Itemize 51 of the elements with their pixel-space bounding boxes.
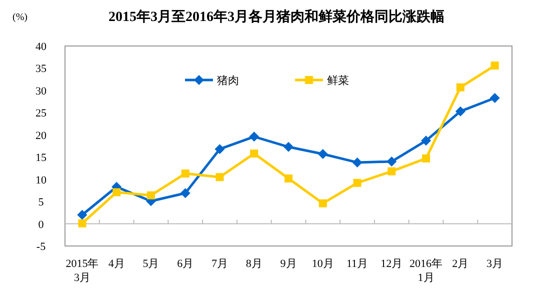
- x-tick-label: 12月: [380, 258, 403, 270]
- point: [78, 219, 86, 228]
- x-tick-label: 2016年 1月: [410, 258, 443, 284]
- x-tick-label: 9月: [280, 258, 297, 270]
- y-tick-label: 15: [36, 152, 47, 164]
- point: [181, 170, 190, 178]
- point: [421, 136, 432, 146]
- x-tick-label: 5月: [142, 258, 160, 270]
- point: [318, 149, 328, 159]
- point: [490, 62, 499, 70]
- x-tick-label: 7月: [211, 258, 228, 270]
- x-tick-label: 2015年 3月: [66, 258, 99, 284]
- chart-title: 2015年3月至2016年3月各月猪肉和鲜菜价格同比涨跌幅: [108, 9, 444, 25]
- y-tick-label: 5: [38, 196, 44, 209]
- y-tick-label: 30: [36, 85, 47, 98]
- point: [112, 188, 121, 196]
- y-axis-title: (%): [12, 12, 28, 23]
- point: [214, 144, 225, 154]
- point: [455, 106, 466, 116]
- point: [77, 210, 88, 220]
- point: [146, 191, 155, 200]
- point: [250, 150, 258, 158]
- x-tick-label: 6月: [177, 258, 194, 270]
- x-tick-label: 10月: [312, 258, 334, 270]
- x-tick-label: 3月: [486, 258, 504, 270]
- point: [284, 142, 294, 152]
- x-tick-label: 4月: [108, 258, 125, 270]
- point: [352, 157, 362, 168]
- point: [249, 132, 260, 142]
- point: [284, 174, 292, 182]
- x-tick-label: 2月: [452, 258, 469, 270]
- y-tick-label: 0: [38, 218, 44, 231]
- point: [388, 167, 396, 176]
- x-tick-label: 8月: [246, 258, 262, 270]
- point: [386, 156, 397, 167]
- point: [318, 199, 327, 208]
- point: [180, 188, 190, 198]
- point: [422, 154, 430, 162]
- y-tick-label: 10: [36, 174, 47, 186]
- point: [216, 173, 224, 182]
- y-tick-label: 40: [36, 41, 47, 53]
- legend-label: 猪肉: [217, 74, 239, 87]
- point: [456, 83, 464, 92]
- point: [353, 178, 362, 187]
- legend-label: 鲜菜: [327, 74, 349, 87]
- x-tick-label: 11月: [346, 258, 368, 270]
- y-tick-label: 25: [36, 108, 47, 120]
- y-tick-label: 35: [36, 63, 47, 76]
- y-tick-label: 20: [36, 130, 47, 142]
- y-tick-label: -5: [36, 241, 46, 253]
- point: [490, 93, 500, 103]
